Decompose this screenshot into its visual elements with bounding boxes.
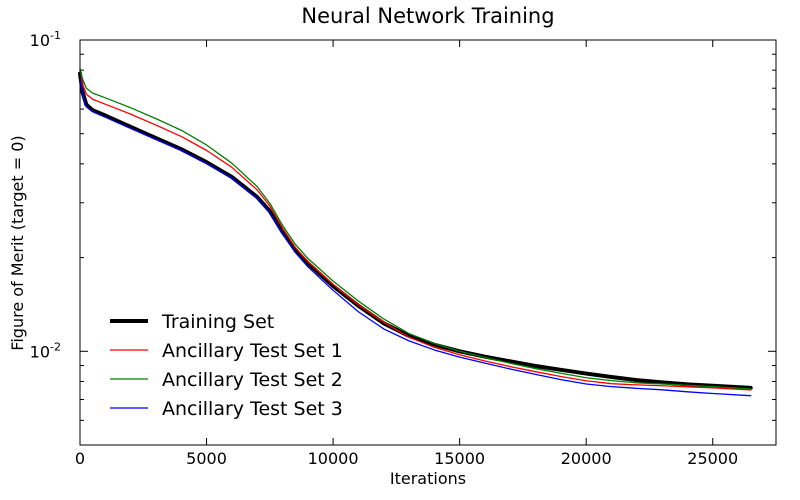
legend-label: Training Set <box>161 311 274 333</box>
legend-label: Ancillary Test Set 3 <box>162 398 343 420</box>
series-line-4 <box>79 74 752 397</box>
x-tick-label: 10000 <box>308 449 359 468</box>
series-layer <box>78 67 753 397</box>
x-tick-label: 20000 <box>561 449 612 468</box>
x-axis-label: Iterations <box>390 469 466 488</box>
y-tick-label: 10-2 <box>30 340 61 361</box>
legend-label: Ancillary Test Set 2 <box>162 369 343 391</box>
series-line-3 <box>79 67 752 390</box>
legend-label: Ancillary Test Set 1 <box>162 340 343 362</box>
series-line-2 <box>79 69 752 391</box>
y-axis-label: Figure of Merit (target = 0) <box>8 135 27 350</box>
x-tick-label: 5000 <box>186 449 227 468</box>
x-tick-label: 0 <box>75 449 85 468</box>
plot-frame <box>79 39 777 446</box>
x-tick-label: 25000 <box>687 449 738 468</box>
series-line-1 <box>78 71 753 390</box>
x-tick-label: 15000 <box>434 449 485 468</box>
ticks-layer: 0 5000 10000 15000 20000 25000 10-1 10-2 <box>30 29 776 468</box>
y-tick-label: 10-1 <box>30 29 61 50</box>
legend: Training Set Ancillary Test Set 1 Ancillar… <box>110 311 343 420</box>
chart-title: Neural Network Training <box>301 4 554 28</box>
